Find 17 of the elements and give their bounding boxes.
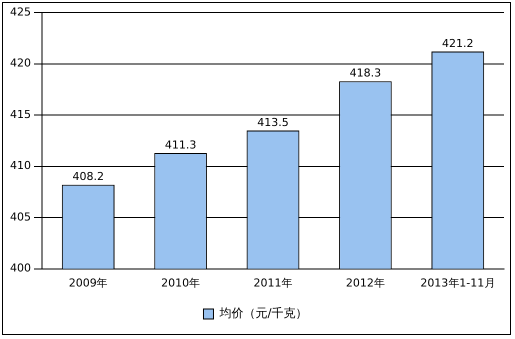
data-label: 413.5 xyxy=(257,116,289,129)
data-label: 411.3 xyxy=(164,138,196,152)
y-tick-label: 415 xyxy=(10,108,31,121)
x-tick-label: 2011年 xyxy=(254,276,292,290)
x-tick-label: 2012年 xyxy=(346,276,385,290)
data-label: 418.3 xyxy=(350,66,382,80)
y-tick-label: 410 xyxy=(10,159,31,172)
y-tick-label: 420 xyxy=(10,56,31,70)
x-tick-label: 2010年 xyxy=(161,276,200,290)
legend-label: 均价（元/千克） xyxy=(218,306,308,320)
y-tick-label: 425 xyxy=(10,5,31,18)
y-tick-label: 405 xyxy=(10,210,31,224)
y-tick-label: 400 xyxy=(10,262,31,275)
data-label: 408.2 xyxy=(72,170,104,184)
x-tick-label: 2013年1-11月 xyxy=(420,276,496,290)
data-label: 421.2 xyxy=(442,36,474,50)
x-tick-label: 2009年 xyxy=(68,276,108,290)
